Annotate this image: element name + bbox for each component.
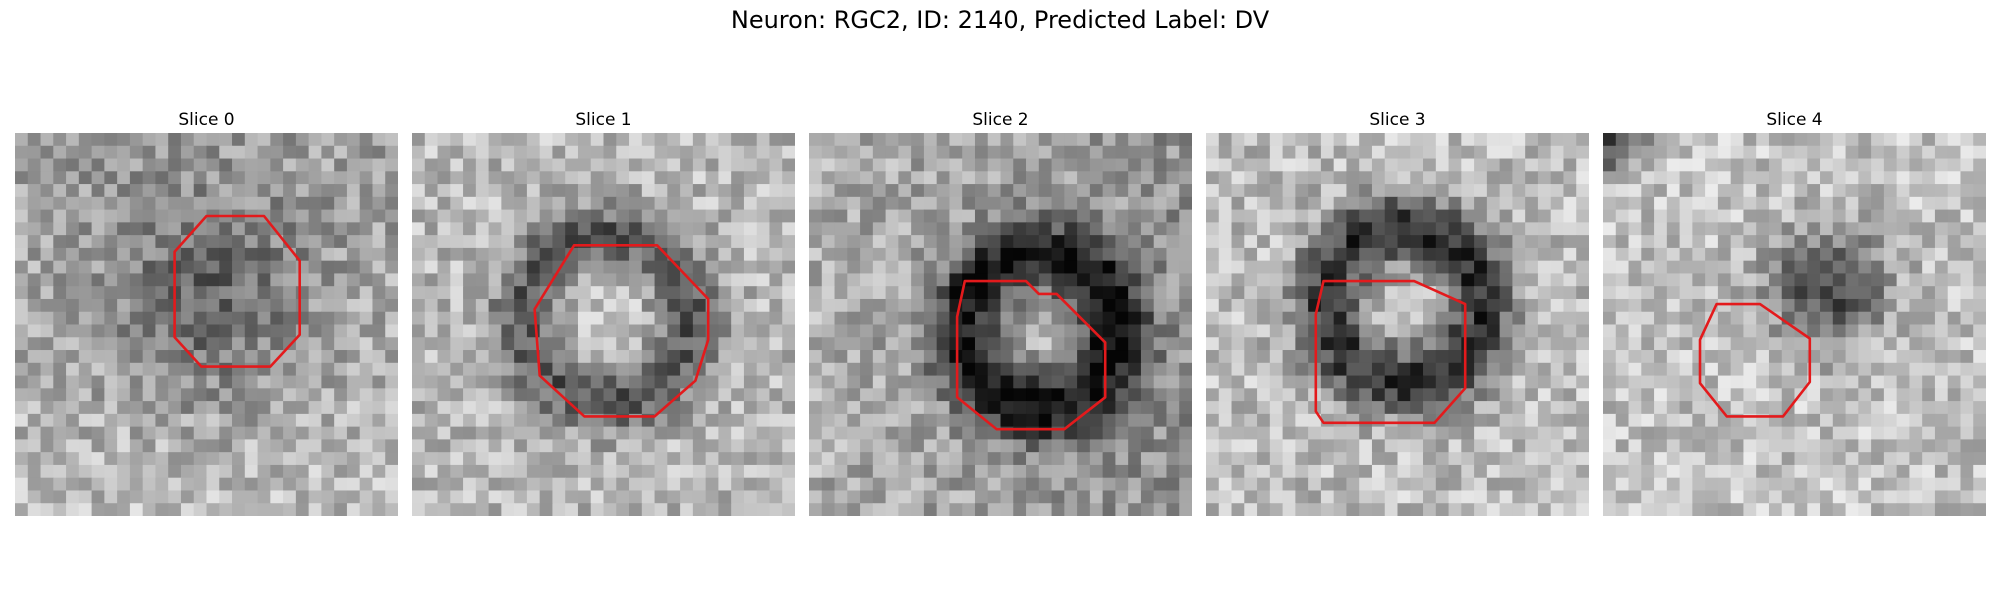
slice-panel-4: Slice 4 xyxy=(1603,107,1986,516)
slice-panel-0: Slice 0 xyxy=(15,107,398,516)
slice-title: Slice 2 xyxy=(972,110,1029,130)
slice-title: Slice 4 xyxy=(1766,110,1823,130)
roi-outline xyxy=(533,244,710,418)
slice-image xyxy=(1206,133,1589,516)
slice-panel-3: Slice 3 xyxy=(1206,107,1589,516)
slice-image xyxy=(1603,133,1986,516)
roi-outline xyxy=(1314,279,1467,425)
slice-image xyxy=(412,133,795,516)
slice-title: Slice 3 xyxy=(1369,110,1426,130)
roi-outline xyxy=(955,279,1107,431)
roi-outline xyxy=(173,214,302,368)
slice-image xyxy=(15,133,398,516)
slice-panel-1: Slice 1 xyxy=(412,107,795,516)
slice-title: Slice 0 xyxy=(178,110,235,130)
figure-title: Neuron: RGC2, ID: 2140, Predicted Label:… xyxy=(730,6,1270,34)
slice-image xyxy=(809,133,1192,516)
slice-panel-2: Slice 2 xyxy=(809,107,1192,516)
slice-title: Slice 1 xyxy=(575,110,632,130)
roi-outline xyxy=(1698,302,1812,418)
